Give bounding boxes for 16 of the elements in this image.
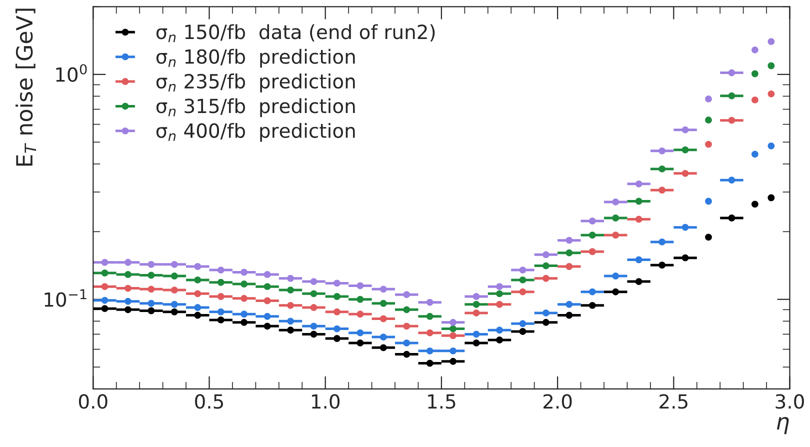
legend-label: σ$_{n}$ 400/fb prediction	[156, 122, 355, 142]
legend-label: σ$_{n}$ 150/fb data (end of run2)	[156, 24, 435, 42]
x-tick-label: 2.5	[660, 394, 688, 409]
legend-label: σ$_{n}$ 180/fb prediction	[156, 48, 355, 68]
y-tick-label: 10$^{−1}$	[44, 289, 86, 307]
x-tick-label: 1.5	[428, 394, 456, 409]
y-axis-title: E$_{T}$ noise [GeV]	[16, 8, 36, 166]
y-tick-label: 10$^{0}$	[56, 64, 87, 82]
x-tick-label: 1.0	[312, 394, 340, 409]
x-tick-label: 0.5	[195, 394, 224, 409]
x-tick-label: 0.0	[78, 394, 108, 409]
x-tick-label: 3.0	[776, 394, 804, 409]
legend-label: σ$_{n}$ 235/fb prediction	[156, 74, 355, 92]
x-axis-title: η	[776, 417, 789, 434]
x-tick-label: 2.0	[544, 394, 572, 409]
legend-label: σ$_{n}$ 315/fb prediction	[156, 98, 355, 118]
